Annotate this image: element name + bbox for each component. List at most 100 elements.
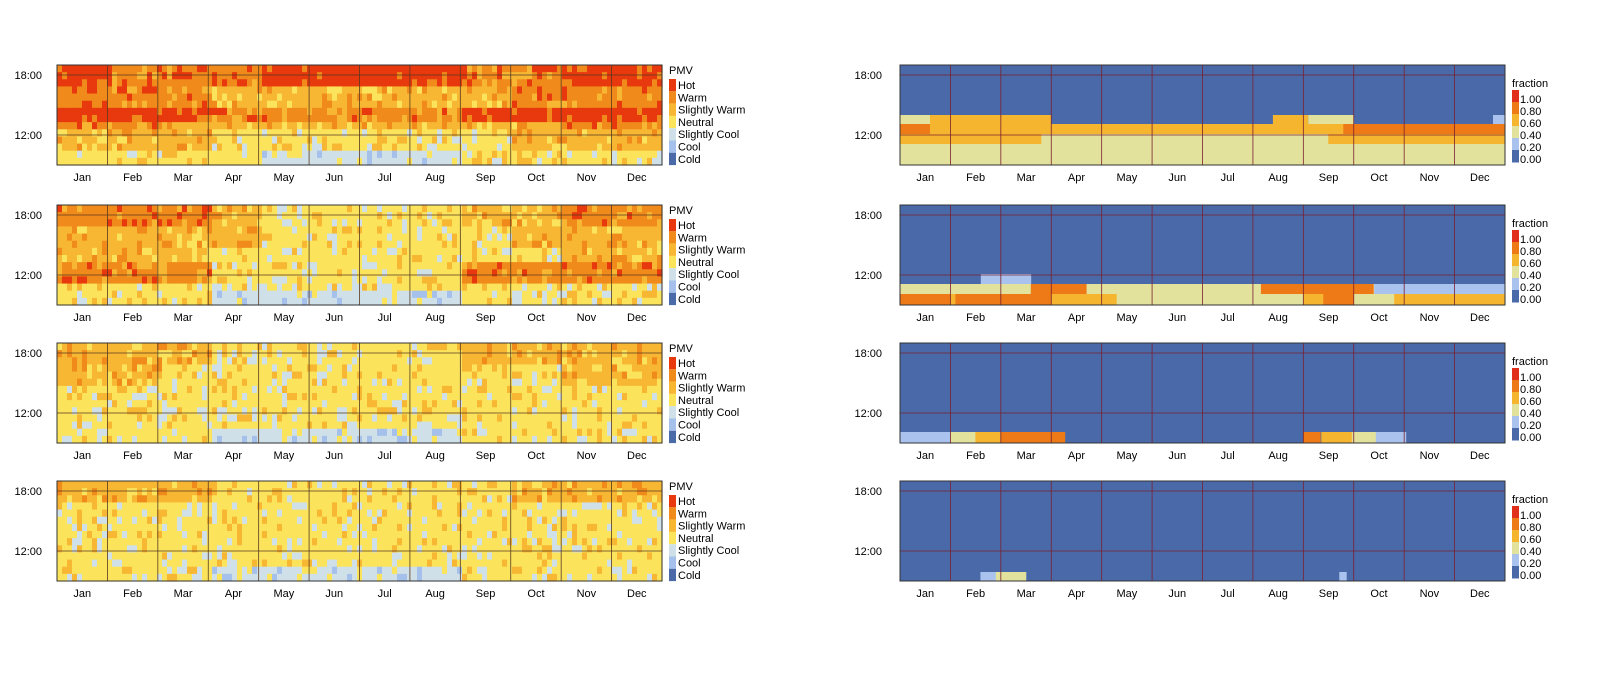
pmv-cell bbox=[637, 151, 643, 159]
pmv-cell bbox=[622, 151, 628, 159]
pmv-cell bbox=[542, 357, 548, 365]
pmv-cell bbox=[417, 65, 423, 73]
pmv-cell bbox=[527, 219, 533, 227]
pmv-cell bbox=[462, 407, 468, 415]
pmv-cell bbox=[152, 144, 158, 152]
pmv-cell bbox=[302, 65, 308, 73]
pmv-cell bbox=[267, 151, 273, 159]
pmv-cell bbox=[207, 343, 213, 351]
pmv-cell bbox=[477, 226, 483, 234]
pmv-cell bbox=[127, 65, 133, 73]
pmv-cell bbox=[527, 234, 533, 242]
pmv-cell bbox=[202, 248, 208, 256]
pmv-cell bbox=[532, 276, 538, 284]
pmv-cell bbox=[482, 72, 488, 80]
pmv-cell bbox=[77, 298, 83, 306]
pmv-cell bbox=[192, 144, 198, 152]
pmv-cell bbox=[617, 136, 623, 144]
pmv-cell bbox=[572, 94, 578, 102]
pmv-cell bbox=[287, 115, 293, 123]
pmv-cell bbox=[447, 350, 453, 358]
pmv-cell bbox=[342, 219, 348, 227]
pmv-cell bbox=[532, 298, 538, 306]
pmv-cell bbox=[177, 144, 183, 152]
pmv-cell bbox=[367, 414, 373, 422]
pmv-cell bbox=[627, 372, 633, 380]
pmv-cell bbox=[432, 144, 438, 152]
x-tick-label: Feb bbox=[123, 172, 142, 184]
pmv-cell bbox=[652, 343, 658, 351]
pmv-cell bbox=[592, 122, 598, 130]
pmv-cell bbox=[442, 343, 448, 351]
pmv-cell bbox=[97, 205, 103, 213]
pmv-cell bbox=[347, 350, 353, 358]
pmv-cell bbox=[87, 101, 93, 109]
pmv-cell bbox=[62, 429, 68, 437]
pmv-cell bbox=[487, 205, 493, 213]
pmv-cell bbox=[627, 291, 633, 299]
pmv-cell bbox=[382, 422, 388, 430]
pmv-cell bbox=[372, 414, 378, 422]
pmv-cell bbox=[437, 298, 443, 306]
pmv-cell bbox=[597, 269, 603, 277]
pmv-cell bbox=[312, 72, 318, 80]
pmv-cell bbox=[617, 212, 623, 220]
pmv-cell bbox=[307, 101, 313, 109]
pmv-cell bbox=[632, 72, 638, 80]
pmv-cell bbox=[117, 393, 123, 401]
pmv-cell bbox=[217, 291, 223, 299]
pmv-cell bbox=[592, 212, 598, 220]
pmv-cell bbox=[467, 108, 473, 116]
pmv-cell bbox=[427, 379, 433, 387]
pmv-cell bbox=[462, 343, 468, 351]
pmv-cell bbox=[272, 422, 278, 430]
pmv-cell bbox=[262, 72, 268, 80]
pmv-cell bbox=[497, 101, 503, 109]
pmv-cell bbox=[612, 386, 618, 394]
pmv-cell bbox=[532, 101, 538, 109]
pmv-cell bbox=[562, 226, 568, 234]
pmv-cell bbox=[367, 350, 373, 358]
pmv-cell bbox=[432, 364, 438, 372]
pmv-cell bbox=[202, 94, 208, 102]
pmv-cell bbox=[152, 291, 158, 299]
pmv-cell bbox=[117, 65, 123, 73]
pmv-cell bbox=[512, 122, 518, 130]
pmv-cell bbox=[242, 400, 248, 408]
pmv-cell bbox=[547, 158, 553, 166]
pmv-cell bbox=[212, 234, 218, 242]
pmv-cell bbox=[417, 151, 423, 159]
pmv-cell bbox=[67, 284, 73, 292]
pmv-cell bbox=[107, 407, 113, 415]
pmv-cell bbox=[457, 212, 463, 220]
pmv-cell bbox=[637, 357, 643, 365]
pmv-cell bbox=[117, 400, 123, 408]
pmv-cell bbox=[167, 407, 173, 415]
pmv-cell bbox=[572, 357, 578, 365]
pmv-cell bbox=[297, 151, 303, 159]
pmv-cell bbox=[592, 343, 598, 351]
pmv-cell bbox=[127, 393, 133, 401]
pmv-cell bbox=[582, 276, 588, 284]
pmv-cell bbox=[637, 364, 643, 372]
pmv-cell bbox=[117, 429, 123, 437]
pmv-cell bbox=[227, 72, 233, 80]
pmv-cell bbox=[267, 269, 273, 277]
pmv-cell bbox=[297, 219, 303, 227]
pmv-cell bbox=[507, 136, 513, 144]
pmv-cell bbox=[132, 226, 138, 234]
pmv-cell bbox=[362, 269, 368, 277]
pmv-cell bbox=[412, 205, 418, 213]
pmv-cell bbox=[337, 372, 343, 380]
pmv-cell bbox=[252, 291, 258, 299]
pmv-cell bbox=[597, 219, 603, 227]
pmv-cell bbox=[222, 393, 228, 401]
pmv-cell bbox=[132, 386, 138, 394]
pmv-cell bbox=[97, 248, 103, 256]
pmv-cell bbox=[67, 422, 73, 430]
pmv-cell bbox=[507, 219, 513, 227]
pmv-cell bbox=[302, 343, 308, 351]
pmv-cell bbox=[207, 101, 213, 109]
pmv-cell bbox=[397, 343, 403, 351]
pmv-cell bbox=[107, 144, 113, 152]
